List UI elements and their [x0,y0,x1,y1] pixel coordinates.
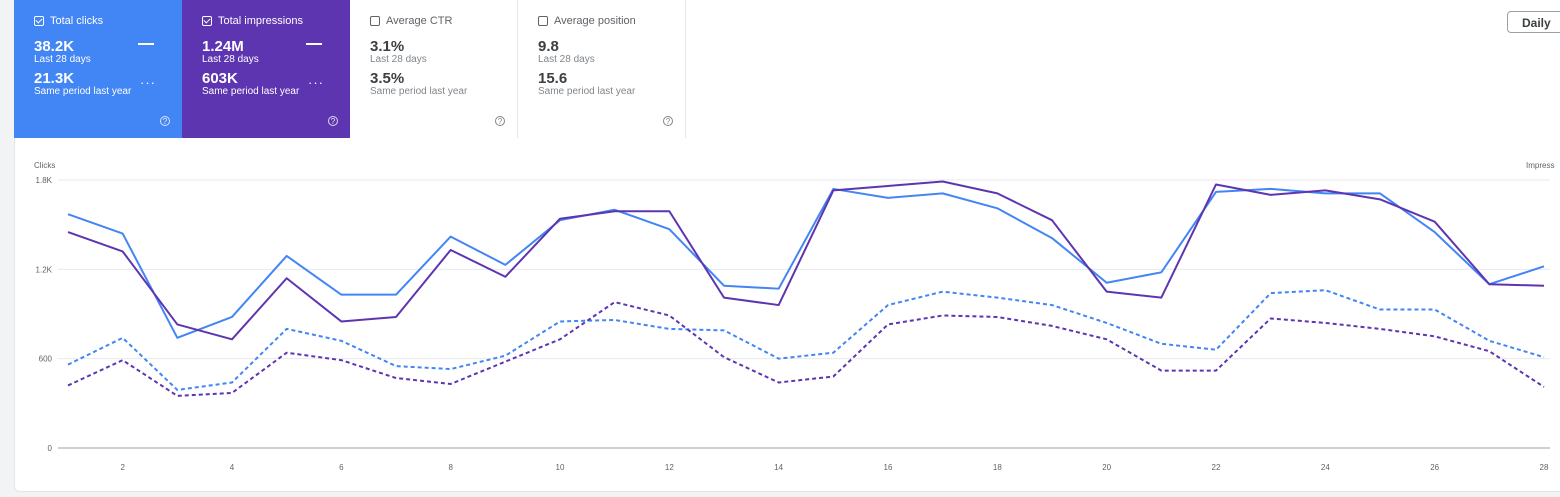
x-tick-label: 8 [448,463,453,472]
series-line-clicks-last_year [67,289,1545,391]
series-line-clicks-current [67,187,1545,339]
granularity-button[interactable]: Daily [1507,11,1560,33]
card-compare-value: 603K [202,70,238,87]
y-axis-title-left: Clicks [34,161,55,170]
x-tick-label: 2 [120,463,125,472]
metric-cards: Total clicks 38.2K Last 28 days 21.3K Sa… [14,0,686,138]
card-label: Average CTR [386,15,453,27]
x-tick-label: 24 [1321,463,1330,472]
x-ticks: 2 4 6 8 10 12 14 16 18 20 22 24 26 28 [120,463,1549,472]
x-tick-label: 6 [339,463,344,472]
card-compare-period: Same period last year [370,86,468,97]
x-tick-label: 14 [774,463,783,472]
series-line-impressions-last_year [67,301,1545,397]
x-tick-label: 22 [1212,463,1221,472]
y-tick-label: 1.8K [36,176,53,185]
card-period: Last 28 days [34,54,91,65]
card-value: 9.8 [538,38,559,55]
card-label: Total impressions [218,15,303,27]
y-axis-title-right: Impress [1526,161,1554,170]
solid-line-legend-icon [306,43,322,45]
card-compare-value: 15.6 [538,70,568,87]
x-tick-label: 18 [993,463,1002,472]
card-compare-period: Same period last year [538,86,636,97]
card-period: Last 28 days [538,54,595,65]
card-period: Last 28 days [202,54,259,65]
card-compare-period: Same period last year [202,86,300,97]
card-value: 38.2K [34,38,75,55]
checkbox-checked-icon[interactable] [34,16,44,26]
help-icon[interactable]: ? [328,116,338,126]
card-compare-value: 21.3K [34,70,75,87]
x-tick-label: 12 [665,463,674,472]
y-tick-label: 1.2K [36,265,53,274]
help-icon[interactable]: ? [495,116,505,126]
series-line-impressions-current [67,180,1545,341]
help-icon[interactable]: ? [160,116,170,126]
x-tick-label: 20 [1102,463,1111,472]
y-tick-label: 600 [39,355,53,364]
x-tick-label: 16 [884,463,893,472]
card-value: 3.1% [370,38,405,55]
checkbox-unchecked-icon[interactable] [538,16,548,26]
x-tick-label: 4 [230,463,235,472]
card-compare-period: Same period last year [34,86,132,97]
checkbox-unchecked-icon[interactable] [370,16,380,26]
series-lines [67,180,1545,397]
card-average-ctr[interactable]: Average CTR 3.1% Last 28 days 3.5% Same … [350,0,518,138]
card-total-impressions[interactable]: Total impressions 1.24M Last 28 days 603… [182,0,350,138]
solid-line-legend-icon [138,43,154,45]
checkbox-checked-icon[interactable] [202,16,212,26]
y-ticks: 0 600 1.2K 1.8K [36,176,53,453]
dashed-line-legend-icon: ··· [140,75,156,90]
dashed-line-legend-icon: ··· [308,75,324,90]
card-compare-value: 3.5% [370,70,405,87]
x-tick-label: 26 [1430,463,1439,472]
gridlines [58,179,1550,449]
card-label: Average position [554,15,636,27]
card-total-clicks[interactable]: Total clicks 38.2K Last 28 days 21.3K Sa… [14,0,182,138]
x-tick-label: 10 [556,463,565,472]
card-label: Total clicks [50,15,104,27]
card-average-position[interactable]: Average position 9.8 Last 28 days 15.6 S… [518,0,686,138]
card-value: 1.24M [202,38,244,55]
help-icon[interactable]: ? [663,116,673,126]
y-tick-label: 0 [48,444,53,453]
card-period: Last 28 days [370,54,427,65]
x-tick-label: 28 [1540,463,1549,472]
